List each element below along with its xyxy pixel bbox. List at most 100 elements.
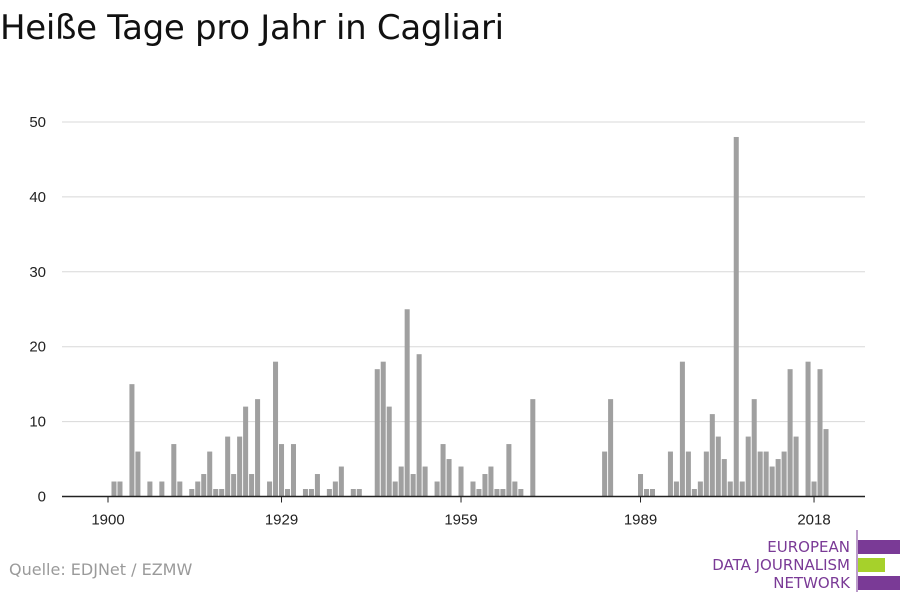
bar-1956 (440, 444, 446, 497)
edjnet-logo-text: EUROPEAN DATA JOURNALISM NETWORK (700, 538, 850, 592)
bar-1990 (643, 489, 650, 497)
edjnet-logo-icon (856, 530, 900, 592)
bar-2001 (709, 414, 715, 497)
bar-1941 (350, 489, 356, 497)
bar-1930 (284, 489, 291, 497)
bar-1939 (338, 466, 344, 497)
bar-2004 (727, 481, 733, 497)
x-tick-label: 1929 (265, 512, 298, 529)
bar-2005 (733, 136, 739, 497)
bar-1934 (308, 489, 314, 497)
y-axis-ticks: 0 10 20 30 40 50 (29, 114, 46, 506)
x-tick-label: 1989 (624, 512, 657, 529)
chart-title: Heiße Tage pro Jahr in Cagliari (0, 8, 504, 48)
bars (111, 136, 829, 497)
bar-1946 (380, 361, 386, 497)
bar-1937 (326, 489, 332, 497)
bar-1921 (231, 474, 237, 497)
bar-1995 (673, 481, 679, 497)
bar-1914 (189, 489, 195, 497)
logo-bar-bottom (858, 576, 900, 590)
bar-1902 (117, 481, 123, 497)
bar-1912 (177, 481, 183, 497)
bar-1997 (685, 451, 691, 497)
bar-1907 (147, 481, 153, 497)
bar-1938 (332, 481, 338, 497)
bar-2000 (703, 451, 709, 497)
bar-2017 (805, 361, 811, 497)
bar-1989 (638, 474, 644, 497)
bar-2019 (817, 369, 823, 497)
bar-1965 (494, 489, 500, 497)
bar-1994 (667, 451, 673, 497)
bar-1962 (476, 489, 482, 497)
y-tick-label: 50 (29, 114, 46, 131)
source-note: Quelle: EDJNet / EZMW (9, 560, 193, 579)
bar-2006 (739, 481, 745, 497)
bar-2011 (769, 466, 775, 497)
bar-2007 (745, 436, 751, 497)
bar-2018 (811, 481, 817, 497)
bar-2013 (781, 451, 787, 497)
bar-1999 (697, 481, 703, 497)
bar-1905 (135, 451, 141, 497)
bar-1924 (249, 474, 255, 497)
bar-1949 (398, 466, 404, 497)
bar-1916 (201, 474, 207, 497)
bar-1923 (243, 406, 249, 497)
bar-1928 (273, 361, 279, 497)
bar-2020 (823, 429, 829, 497)
bar-2012 (775, 459, 781, 497)
x-tick-label: 1959 (444, 512, 477, 529)
bar-1955 (434, 481, 440, 497)
bar-1935 (314, 474, 320, 497)
y-tick-label: 30 (29, 264, 46, 281)
bar-2008 (751, 399, 757, 497)
bar-2014 (787, 369, 793, 497)
logo-bar-top (858, 540, 900, 554)
x-tick-label: 2018 (797, 512, 830, 529)
bar-2009 (757, 451, 763, 497)
bar-1950 (404, 309, 410, 497)
bar-1942 (356, 489, 362, 497)
gridlines (62, 121, 865, 423)
x-tick-label: 1900 (91, 512, 124, 529)
bar-1925 (255, 399, 261, 497)
bar-1933 (302, 489, 308, 497)
bar-1945 (374, 369, 380, 497)
bar-1984 (608, 399, 614, 497)
bar-1996 (679, 361, 685, 497)
bar-1991 (649, 489, 655, 497)
bar-1909 (159, 481, 165, 497)
bar-1969 (518, 489, 524, 497)
logo-bar-middle (858, 558, 885, 572)
y-tick-label: 20 (29, 339, 46, 356)
logo-line-2: DATA JOURNALISM (712, 556, 850, 574)
y-tick-label: 10 (29, 414, 46, 431)
bar-1918 (213, 489, 219, 497)
bar-1966 (500, 489, 506, 497)
bar-1931 (290, 444, 296, 497)
bar-1959 (458, 466, 464, 497)
bar-1919 (219, 489, 225, 497)
bar-1915 (195, 481, 201, 497)
bar-1947 (386, 406, 392, 497)
bar-1911 (171, 444, 177, 497)
logo-line-1: EUROPEAN (767, 538, 850, 556)
bar-1964 (488, 466, 494, 497)
y-tick-label: 40 (29, 189, 46, 206)
bar-1957 (446, 459, 452, 497)
bar-1971 (530, 399, 536, 497)
bar-1968 (512, 481, 518, 497)
bar-1953 (422, 466, 428, 497)
bar-1917 (207, 451, 213, 497)
bar-1922 (237, 436, 243, 497)
bar-1963 (482, 474, 488, 497)
bar-1998 (691, 489, 697, 497)
bar-1961 (470, 481, 476, 497)
logo-line-3: NETWORK (773, 574, 850, 592)
bar-1948 (392, 481, 398, 497)
y-tick-label: 0 (38, 489, 46, 506)
bar-1983 (602, 451, 608, 497)
